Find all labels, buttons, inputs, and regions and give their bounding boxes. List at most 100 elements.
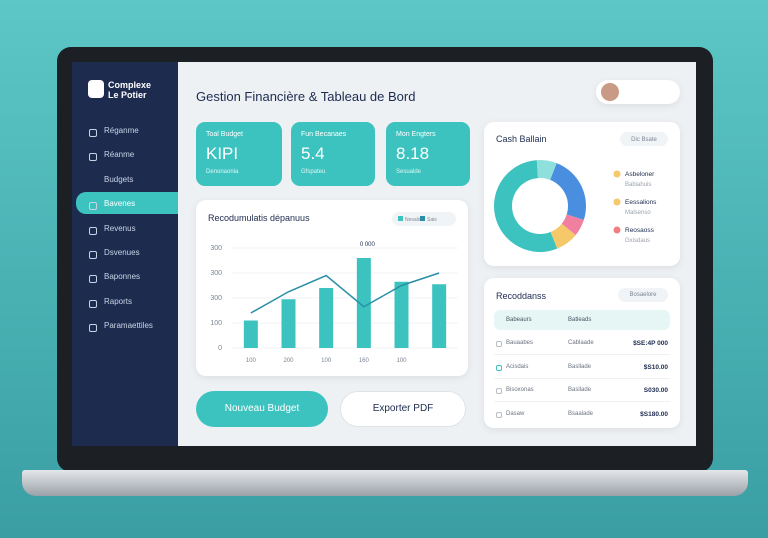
legend-sub: Gxisdaus xyxy=(625,238,650,244)
nav-icon xyxy=(89,226,97,235)
amount: $S180.00 xyxy=(640,410,668,418)
bar-chart: Recodumulatis dépanuus Nesalos Sais 0 100 300… xyxy=(208,212,458,364)
page-title: Gestion Financière & Tableau de Bord xyxy=(196,89,416,104)
column-header: Babeaurs xyxy=(506,317,532,323)
brand-logo xyxy=(88,80,104,98)
y-tick-label: 300 xyxy=(210,270,222,277)
x-tick-label: 100 xyxy=(321,358,332,364)
legend-dot xyxy=(613,170,621,178)
kpi-note: Denonaonia xyxy=(206,169,239,175)
x-tick-label: 100 xyxy=(396,358,407,364)
annotation: 0 000 xyxy=(360,242,376,248)
x-tick-label: 100 xyxy=(246,358,257,364)
legend-name: Asbeloner xyxy=(625,171,655,178)
legend-name: Reosaoss xyxy=(625,227,655,234)
donut-segment xyxy=(536,160,557,180)
cell: Bisoxonas xyxy=(506,387,534,393)
amount: S030.00 xyxy=(643,387,668,394)
brand-line: Le Potier xyxy=(108,90,147,100)
nav-item[interactable]: Dsvenues xyxy=(104,248,140,257)
bar xyxy=(319,288,334,348)
avatar xyxy=(601,83,619,101)
y-tick-label: 100 xyxy=(210,320,222,327)
cell: Acisdais xyxy=(506,363,529,370)
donut-segment xyxy=(561,214,584,236)
bar xyxy=(243,320,258,348)
laptop-base xyxy=(22,470,748,496)
donut-title: Cash Ballain xyxy=(496,134,547,144)
nav-icon xyxy=(89,251,97,259)
legend-sub: Malsenso xyxy=(625,210,651,216)
recent-card xyxy=(484,278,680,428)
nav-active xyxy=(76,192,178,214)
nav-item[interactable]: Réganme xyxy=(104,126,139,135)
line xyxy=(250,272,440,314)
recent-title: Recoddanss xyxy=(496,291,547,301)
kpi-value: 5.4 xyxy=(301,144,325,163)
kpi-label: Fun Becanaes xyxy=(301,131,347,138)
bar xyxy=(281,299,296,348)
brand: Complexe Le Potier xyxy=(108,80,151,100)
nav-item[interactable]: Revenus xyxy=(104,223,136,233)
kpi-label: Toal Budget xyxy=(206,131,243,138)
nav-item[interactable]: Baponnes xyxy=(104,272,141,282)
donut-segment xyxy=(494,160,558,252)
nav-item[interactable]: Bavenes xyxy=(104,199,136,209)
y-tick-label: 0 xyxy=(218,345,222,352)
y-tick-label: 300 xyxy=(210,295,222,302)
nav-icon xyxy=(89,153,97,162)
nav-item[interactable]: Paramaettiles xyxy=(104,321,153,331)
row-icon xyxy=(496,411,502,418)
nav-item[interactable]: Réanme xyxy=(104,150,135,160)
x-tick-label: 200 xyxy=(283,358,294,364)
recent-filter[interactable]: Bosaelore xyxy=(618,288,668,302)
nav-item[interactable]: Budgets xyxy=(104,174,134,184)
cell: Dasaw xyxy=(506,410,525,417)
cell: Cablaade xyxy=(568,340,594,346)
kpi-card xyxy=(291,122,375,186)
kpi-value: 8.18 xyxy=(396,144,430,163)
kpi-value: KIPI xyxy=(206,144,239,163)
new-budget-button[interactable]: Nouveau Budget xyxy=(196,391,328,427)
donut-chart: Cash Ballain Dic Bsate Asbeloner Babiahuis E… xyxy=(494,132,668,252)
legend-label: Sais xyxy=(427,217,437,223)
row-icon xyxy=(496,388,502,394)
y-tick-label: 300 xyxy=(210,245,222,252)
amount: $S10.00 xyxy=(643,363,668,371)
legend-name: Eessalions xyxy=(625,199,657,206)
donut-filter-label: Dic Bsate xyxy=(631,137,657,143)
kpi-card xyxy=(386,122,470,186)
cell: Basllade xyxy=(568,363,592,370)
column-header: Batleads xyxy=(568,317,592,323)
cell: Bauaabes xyxy=(506,340,534,346)
row-icon xyxy=(496,364,502,371)
donut-filter xyxy=(620,132,668,146)
legend-swatch xyxy=(420,216,425,221)
nav-icon xyxy=(89,275,97,284)
bar xyxy=(356,258,371,348)
export-button[interactable]: Exporter PDF xyxy=(340,391,466,427)
brand-line: Complexe xyxy=(108,80,152,90)
cell: Bsaalade xyxy=(568,410,594,417)
legend-dot xyxy=(613,226,621,234)
nav-icon xyxy=(89,202,97,211)
table-header xyxy=(494,310,670,330)
kpi-note: Sesualde xyxy=(396,169,422,175)
bar xyxy=(432,284,447,348)
nav-icon xyxy=(89,299,97,308)
nav-icon xyxy=(89,324,97,333)
legend-sub: Babiahuis xyxy=(625,182,651,188)
nav-item[interactable]: Raports xyxy=(104,296,133,306)
legend-swatch xyxy=(398,216,403,221)
nav-icon xyxy=(89,129,97,137)
legend-dot xyxy=(613,198,621,206)
kpi-card xyxy=(196,122,282,186)
cell: Basllade xyxy=(568,387,592,393)
legend-label: Nesalos xyxy=(405,217,424,223)
amount: $SE:4P 000 xyxy=(633,340,668,347)
row-icon xyxy=(496,341,502,347)
x-tick-label: 160 xyxy=(359,358,370,364)
row-divider xyxy=(494,354,670,355)
bar xyxy=(394,281,409,348)
